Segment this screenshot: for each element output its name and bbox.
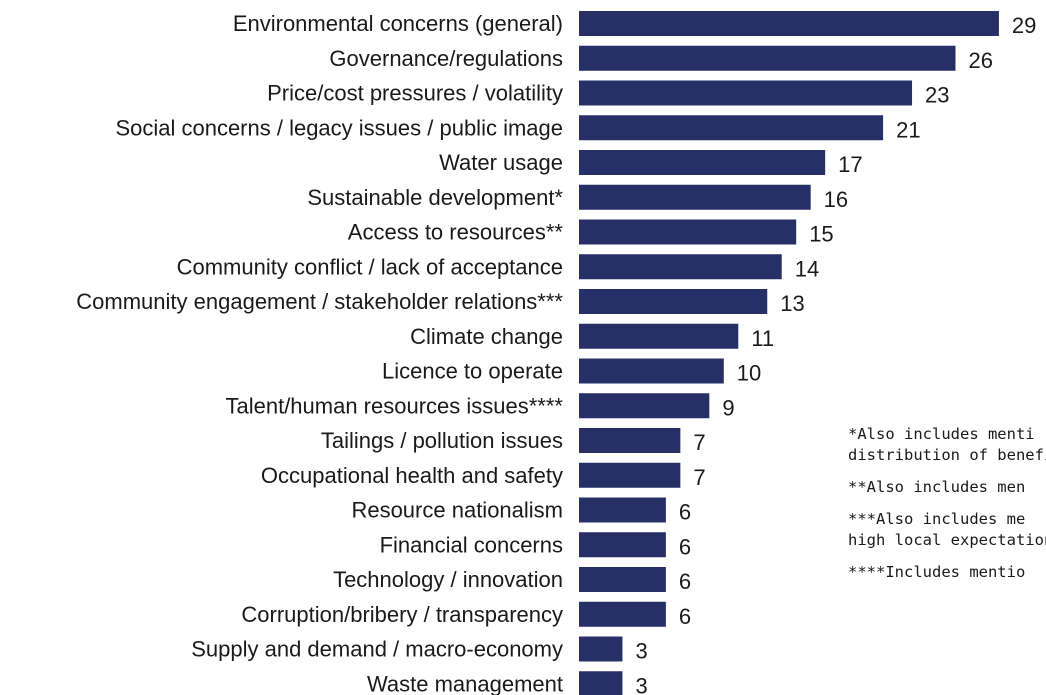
footnote-1-line-1: *Also includes menti: [848, 425, 1035, 443]
value-label-10: 11: [751, 326, 774, 351]
category-label-18: Corruption/bribery / transparency: [241, 602, 563, 627]
category-label-20: Waste management: [367, 671, 563, 695]
category-label-15: Resource nationalism: [351, 498, 563, 523]
bar-16: [579, 532, 666, 558]
category-label-4: Social concerns / legacy issues / public…: [115, 115, 563, 140]
footnote-1-line-2: distribution of benefi: [848, 446, 1046, 464]
category-label-17: Technology / innovation: [333, 567, 563, 592]
category-label-10: Climate change: [410, 324, 563, 349]
category-label-7: Access to resources**: [348, 220, 564, 245]
value-label-8: 14: [795, 256, 819, 281]
value-label-15: 6: [679, 500, 691, 525]
bar-12: [579, 393, 710, 419]
category-label-8: Community conflict / lack of acceptance: [177, 254, 563, 279]
bar-6: [579, 184, 811, 210]
bar-20: [579, 671, 623, 695]
category-label-14: Occupational health and safety: [261, 463, 563, 488]
value-label-20: 3: [635, 673, 647, 695]
footnote-2-line-1: **Also includes men: [848, 478, 1026, 496]
bar-1: [579, 11, 999, 36]
value-label-6: 16: [824, 187, 848, 212]
value-label-5: 17: [838, 152, 862, 177]
value-label-18: 6: [679, 604, 691, 629]
category-label-16: Financial concerns: [380, 532, 563, 557]
bar-4: [579, 115, 884, 141]
value-label-11: 10: [737, 361, 761, 386]
value-label-19: 3: [635, 639, 647, 664]
footnote-3-line-1: ***Also includes me: [848, 510, 1026, 528]
category-label-11: Licence to operate: [382, 359, 563, 384]
category-label-2: Governance/regulations: [329, 46, 563, 71]
category-label-9: Community engagement / stakeholder relat…: [76, 289, 563, 314]
footnotes: *Also includes menti distribution of ben…: [848, 424, 1046, 594]
value-label-4: 21: [896, 117, 920, 142]
footnote-3-line-2: high local expectation: [848, 531, 1046, 549]
value-label-3: 23: [925, 83, 949, 108]
category-label-5: Water usage: [439, 150, 563, 175]
category-label-19: Supply and demand / macro-economy: [191, 637, 563, 662]
value-label-14: 7: [693, 465, 705, 490]
value-label-13: 7: [693, 430, 705, 455]
category-label-13: Tailings / pollution issues: [321, 428, 563, 453]
value-label-9: 13: [780, 291, 804, 316]
value-label-16: 6: [679, 534, 691, 559]
bar-9: [579, 289, 768, 314]
footnote-3: ***Also includes me high local expectati…: [848, 509, 1046, 551]
bar-15: [579, 497, 666, 523]
bar-14: [579, 462, 681, 488]
bar-2: [579, 45, 956, 71]
value-label-7: 15: [809, 222, 833, 247]
category-labels: Environmental concerns (general) Governan…: [76, 11, 563, 695]
category-label-6: Sustainable development*: [307, 185, 563, 210]
bar-17: [579, 567, 666, 592]
category-label-3: Price/cost pressures / volatility: [267, 81, 563, 106]
category-label-12: Talent/human resources issues****: [225, 393, 563, 418]
bars: [579, 11, 999, 695]
value-label-2: 26: [968, 48, 992, 73]
bar-11: [579, 358, 724, 384]
bar-18: [579, 601, 666, 627]
bar-10: [579, 323, 739, 349]
footnote-1: *Also includes menti distribution of ben…: [848, 424, 1046, 466]
bar-5: [579, 150, 826, 175]
value-label-1: 29: [1012, 13, 1036, 38]
value-label-12: 9: [722, 395, 734, 420]
value-label-17: 6: [679, 569, 691, 594]
bar-19: [579, 636, 623, 662]
category-label-1: Environmental concerns (general): [233, 11, 563, 36]
bar-8: [579, 254, 782, 280]
bar-13: [579, 428, 681, 453]
bar-7: [579, 219, 797, 245]
footnote-4: ****Includes mentio: [848, 562, 1046, 583]
bar-3: [579, 80, 913, 106]
footnote-4-line-1: ****Includes mentio: [848, 563, 1026, 581]
footnote-2: **Also includes men: [848, 477, 1046, 498]
